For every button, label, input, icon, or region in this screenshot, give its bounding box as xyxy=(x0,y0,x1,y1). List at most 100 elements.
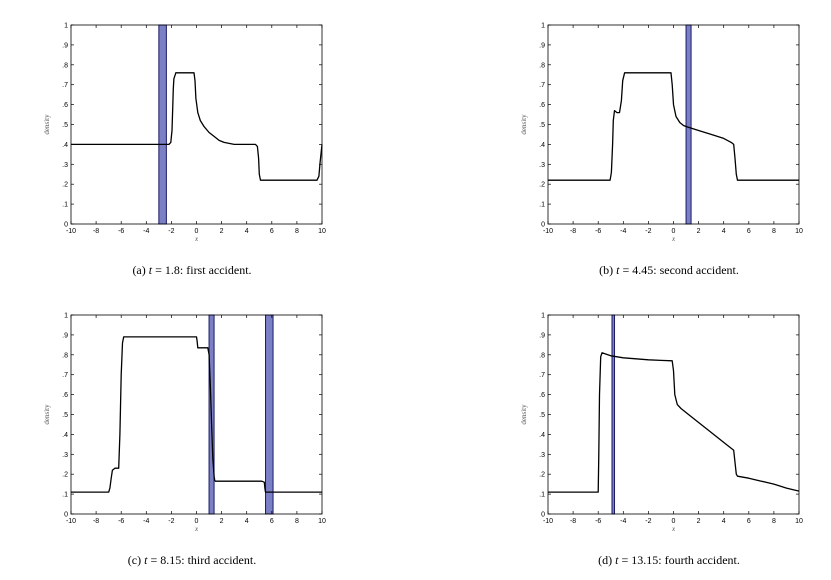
x-tick-label: 2 xyxy=(220,228,224,235)
caption-text: fourth accident. xyxy=(664,553,740,567)
x-tick-label: 4 xyxy=(245,518,249,525)
x-tick-label: 4 xyxy=(245,228,249,235)
accident-band xyxy=(685,24,692,225)
x-tick-label: 6 xyxy=(747,518,751,525)
caption-label: (b) xyxy=(599,263,614,277)
x-tick-label: 4 xyxy=(722,228,726,235)
x-tick-label: 10 xyxy=(795,228,803,235)
x-tick-label: -6 xyxy=(595,228,601,235)
axes-box xyxy=(547,314,800,515)
x-tick-label: -10 xyxy=(543,518,553,525)
y-tick-label: 1 xyxy=(541,313,545,320)
caption-time-var: t xyxy=(148,263,153,277)
y-tick-label: .4 xyxy=(539,142,545,149)
x-tick-label: 0 xyxy=(672,518,676,525)
y-tick-label: .9 xyxy=(62,332,68,339)
x-tick-label: 2 xyxy=(697,518,701,525)
y-tick-label: .9 xyxy=(539,42,545,49)
x-axis-label: x xyxy=(194,235,199,243)
y-tick-label: .1 xyxy=(62,202,68,209)
caption-time-value: 8.15 xyxy=(160,553,182,567)
caption-text: second accident. xyxy=(659,263,739,277)
y-tick-label: .3 xyxy=(539,452,545,459)
caption-c: (c) t = 8.15: third accident. xyxy=(127,553,257,567)
x-axis-label: x xyxy=(671,235,676,243)
x-tick-label: 6 xyxy=(270,518,274,525)
y-axis-label: density xyxy=(43,114,51,135)
y-tick-label: .8 xyxy=(62,352,68,359)
accident-band xyxy=(265,314,274,515)
caption-text: third accident. xyxy=(187,553,257,567)
accident-band xyxy=(611,314,616,515)
y-tick-label: .8 xyxy=(539,62,545,69)
y-tick-label: .5 xyxy=(62,412,68,419)
x-tick-label: 0 xyxy=(672,228,676,235)
y-tick-label: .5 xyxy=(539,412,545,419)
density-line xyxy=(548,352,800,493)
x-tick-label: -4 xyxy=(620,518,626,525)
x-tick-label: -8 xyxy=(570,228,576,235)
accident-band xyxy=(158,24,167,225)
y-tick-label: .6 xyxy=(62,102,68,109)
x-tick-label: -8 xyxy=(93,518,99,525)
density-line xyxy=(548,72,799,181)
caption-a: (a) t = 1.8: first accident. xyxy=(132,263,252,277)
y-tick-label: .7 xyxy=(62,372,68,379)
y-tick-label: .6 xyxy=(62,392,68,399)
y-tick-label: 0 xyxy=(541,512,545,519)
x-tick-label: 4 xyxy=(722,518,726,525)
x-tick-label: 8 xyxy=(772,228,776,235)
y-axis-label: density xyxy=(520,114,528,135)
y-tick-label: .1 xyxy=(539,202,545,209)
y-tick-label: .8 xyxy=(539,352,545,359)
axes-box xyxy=(547,24,800,225)
panel-b: -10 -8 -6 -4 -2 0 2 4 6 8 10 0 .1 .2 .3 .4 .5 .6 .7 .8 .9 1 x d… xyxy=(520,23,803,244)
density-line xyxy=(71,336,322,493)
y-tick-label: .1 xyxy=(62,492,68,499)
x-tick-label: 8 xyxy=(295,228,299,235)
caption-d: (d) t = 13.15: fourth accident. xyxy=(598,553,740,567)
y-tick-label: .9 xyxy=(62,42,68,49)
y-tick-label: .6 xyxy=(539,392,545,399)
panel-d: -10 -8 -6 -4 -2 0 2 4 6 8 10 0 .1 .2 .3 .4 .5 .6 .7 .8 .9 1 x d… xyxy=(520,313,803,534)
x-tick-label: -4 xyxy=(143,518,149,525)
x-tick-label: -6 xyxy=(118,518,124,525)
x-axis-label: x xyxy=(671,525,676,533)
y-tick-label: .8 xyxy=(62,62,68,69)
x-tick-label: 0 xyxy=(195,518,199,525)
x-tick-label: -8 xyxy=(570,518,576,525)
y-tick-label: 0 xyxy=(64,512,68,519)
axes-box xyxy=(70,24,323,225)
x-tick-label: 2 xyxy=(697,228,701,235)
x-tick-label: -2 xyxy=(168,518,174,525)
x-tick-label: 10 xyxy=(795,518,803,525)
x-tick-label: 10 xyxy=(318,228,326,235)
x-tick-label: -2 xyxy=(645,228,651,235)
x-tick-label: -4 xyxy=(143,228,149,235)
y-tick-label: .3 xyxy=(62,162,68,169)
x-tick-label: 6 xyxy=(270,228,274,235)
caption-time-var: t xyxy=(616,263,620,277)
panel-c: -10 -8 -6 -4 -2 0 2 4 6 8 10 0 .1 .2 .3 .4 .5 .6 .7 .8 .9 1 x d… xyxy=(43,313,326,534)
y-tick-label: .7 xyxy=(62,82,68,89)
y-tick-label: .2 xyxy=(539,182,545,189)
x-tick-label: 8 xyxy=(772,518,776,525)
x-tick-label: -2 xyxy=(645,518,651,525)
panel-a: -10 -8 -6 -4 -2 0 2 4 6 8 10 0 .1 .2 .3 .4 .5 .6 .7 .8 .9 1 x d… xyxy=(43,23,326,244)
caption-text: first accident. xyxy=(186,263,252,277)
y-tick-label: .5 xyxy=(539,122,545,129)
y-tick-label: .7 xyxy=(539,372,545,379)
caption-label: (a) xyxy=(132,263,146,277)
y-tick-label: .2 xyxy=(62,472,68,479)
x-tick-label: 8 xyxy=(295,518,299,525)
y-tick-label: .7 xyxy=(539,82,545,89)
caption-time-value: 13.15 xyxy=(631,553,659,567)
x-tick-label: -10 xyxy=(543,228,553,235)
y-tick-label: .4 xyxy=(539,432,545,439)
y-tick-label: .4 xyxy=(62,432,68,439)
caption-label: (d) xyxy=(598,553,613,567)
y-tick-label: .9 xyxy=(539,332,545,339)
x-tick-label: -6 xyxy=(118,228,124,235)
x-tick-label: -10 xyxy=(66,518,76,525)
y-tick-label: 0 xyxy=(64,222,68,229)
